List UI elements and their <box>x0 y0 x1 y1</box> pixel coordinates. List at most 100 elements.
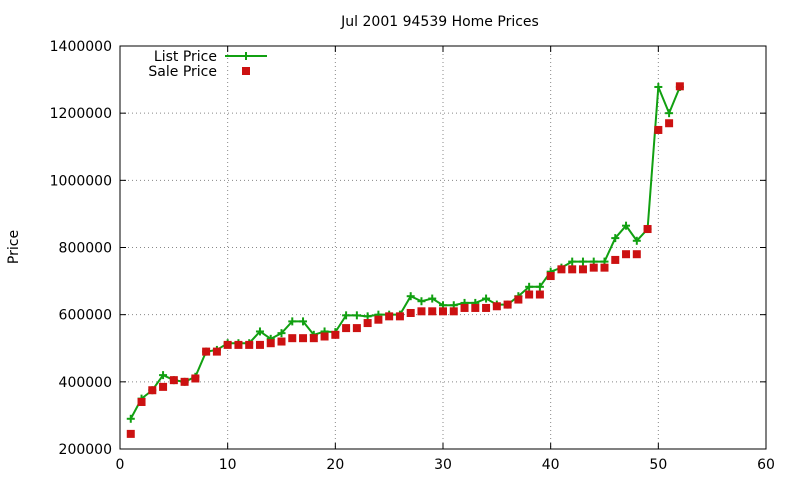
sale-price-point <box>589 263 598 272</box>
y-tick-label: 400000 <box>59 375 112 391</box>
list-price-point <box>622 221 631 230</box>
list-price-point <box>417 297 426 306</box>
series-layer <box>126 82 684 438</box>
sale-price-point <box>363 319 372 328</box>
sale-price-point <box>675 82 684 91</box>
sale-price-point <box>126 429 135 438</box>
list-price-point <box>578 257 587 266</box>
y-tick-label: 1200000 <box>50 106 112 122</box>
legend-swatch-list-price-marker <box>242 52 250 60</box>
list-price-point <box>299 317 308 326</box>
sale-price-point <box>654 125 663 134</box>
sale-price-point <box>568 265 577 274</box>
grid <box>120 46 766 449</box>
sale-price-point <box>439 307 447 316</box>
sale-price-point <box>385 312 394 321</box>
sale-price-point <box>180 377 189 386</box>
sale-price-point <box>406 308 415 317</box>
sale-price-point <box>169 376 178 385</box>
sale-price-point <box>148 386 157 395</box>
sale-price-point <box>546 272 555 281</box>
sale-price-point <box>417 307 426 316</box>
list-price-point <box>255 327 264 336</box>
sale-price-point <box>460 303 469 312</box>
sale-price-point <box>611 255 620 264</box>
sale-price-point <box>471 303 480 312</box>
axis-ticks: 0 10 20 30 40 50 60 200000 400000 600000 800000 100… <box>50 39 775 473</box>
sale-price-point <box>342 324 351 333</box>
legend-swatch-sale-price-marker <box>242 67 250 75</box>
sale-price-point <box>309 334 318 343</box>
sale-price-point <box>212 347 221 356</box>
x-tick-label: 10 <box>219 457 237 473</box>
x-tick-label: 60 <box>757 457 775 473</box>
sale-price-point <box>622 250 631 259</box>
y-tick-label: 600000 <box>59 308 112 324</box>
sale-price-point <box>643 225 652 234</box>
list-price-point <box>342 311 351 320</box>
list-price-point <box>654 82 663 91</box>
sale-price-point <box>514 295 523 304</box>
sale-price-point <box>449 307 458 316</box>
sale-price-point <box>255 340 264 349</box>
sale-price-point <box>299 334 308 343</box>
x-tick-label: 0 <box>116 457 125 473</box>
list-price-point <box>525 282 534 291</box>
sale-price-point <box>223 340 232 349</box>
list-price-point <box>126 414 135 423</box>
sale-price-point <box>352 324 361 333</box>
sale-price-point <box>492 302 501 311</box>
sale-price-point <box>557 265 566 274</box>
sale-price-point <box>245 340 254 349</box>
legend: List Price Sale Price <box>148 49 267 80</box>
sale-price-point <box>395 312 404 321</box>
y-tick-label: 200000 <box>59 442 112 458</box>
list-price-point <box>632 236 641 245</box>
list-price-point <box>482 294 491 303</box>
legend-label-list-price: List Price <box>154 49 217 65</box>
legend-label-sale-price: Sale Price <box>148 64 217 80</box>
sale-price-point <box>428 307 437 316</box>
list-price-point <box>428 294 437 303</box>
list-price-point <box>568 257 577 266</box>
sale-price-point <box>266 339 275 348</box>
sale-price-point <box>191 374 200 383</box>
list-price-point <box>535 282 544 291</box>
chart-title: Jul 2001 94539 Home Prices <box>340 14 539 30</box>
x-tick-label: 50 <box>649 457 667 473</box>
sale-price-point <box>482 303 491 312</box>
sale-price-point <box>277 337 286 346</box>
list-price-point <box>406 292 415 301</box>
sale-price-point <box>525 290 534 299</box>
list-price-point <box>352 311 361 320</box>
y-axis-label: Price <box>6 230 22 264</box>
y-tick-label: 800000 <box>59 241 112 257</box>
sale-price-point <box>374 315 383 324</box>
sale-price-point <box>600 263 609 272</box>
sale-price-point <box>632 250 641 259</box>
sale-price-point <box>503 300 512 309</box>
series-line-list-price <box>129 86 681 420</box>
list-price-point <box>159 371 168 380</box>
list-price-point <box>665 109 674 118</box>
y-tick-label: 1400000 <box>50 39 112 55</box>
sale-price-point <box>202 347 211 356</box>
sale-price-point <box>234 340 243 349</box>
x-tick-label: 20 <box>326 457 344 473</box>
list-price-point <box>288 317 297 326</box>
x-tick-label: 30 <box>434 457 452 473</box>
sale-price-point <box>665 119 674 128</box>
list-price-point <box>611 234 620 243</box>
sale-price-point <box>535 290 544 299</box>
sale-price-point <box>331 330 340 339</box>
x-tick-label: 40 <box>542 457 560 473</box>
sale-price-point <box>578 265 587 274</box>
sale-price-point <box>288 334 297 343</box>
list-price-point <box>363 312 372 321</box>
sale-price-point <box>137 397 146 406</box>
sale-price-point <box>159 382 168 391</box>
sale-price-point <box>320 332 329 341</box>
list-price-point <box>277 329 286 338</box>
